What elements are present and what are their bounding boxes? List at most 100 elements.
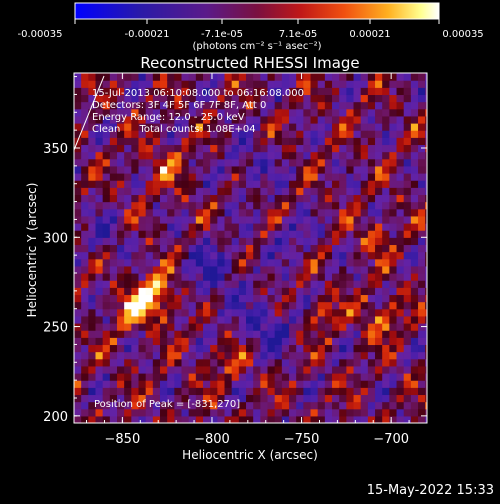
heatmap-cell [181, 215, 190, 224]
heatmap-cell [332, 237, 340, 246]
heatmap-cell [389, 158, 398, 167]
heatmap-cell [410, 344, 419, 353]
heatmap-cell [332, 244, 340, 253]
heatmap-cell [160, 80, 168, 88]
heatmap-cell [88, 373, 97, 381]
heatmap-cell [396, 101, 405, 110]
heatmap-cell [131, 208, 140, 217]
heatmap-cell [317, 358, 326, 367]
heatmap-cell [317, 301, 326, 310]
heatmap-cell [410, 158, 419, 167]
heatmap-cell [224, 137, 233, 146]
heatmap-cell [181, 323, 190, 331]
heatmap-cell [102, 215, 111, 224]
heatmap-cell [410, 215, 419, 224]
heatmap-cell [109, 137, 118, 146]
heatmap-cell [396, 87, 405, 96]
heatmap-cell [382, 230, 390, 238]
heatmap-cell [296, 101, 304, 110]
heatmap-cell [102, 315, 111, 324]
heatmap-cell [167, 187, 175, 196]
heatmap-cell [303, 380, 312, 388]
heatmap-cell [310, 337, 319, 346]
heatmap-cell [131, 315, 140, 324]
heatmap-cell [188, 394, 197, 403]
heatmap-cell [131, 87, 140, 96]
heatmap-cell [210, 151, 218, 160]
heatmap-cell [138, 137, 147, 146]
heatmap-cell [346, 337, 355, 346]
heatmap-cell [382, 115, 390, 124]
heatmap-cell [418, 330, 426, 338]
heatmap-cell [289, 73, 297, 81]
heatmap-cell [74, 308, 82, 317]
heatmap-cell [167, 358, 175, 367]
heatmap-cell [303, 80, 312, 88]
heatmap-cell [210, 223, 218, 231]
heatmap-cell [238, 408, 247, 417]
heatmap-cell [396, 187, 405, 196]
heatmap-cell [117, 337, 125, 346]
heatmap-cell [324, 294, 333, 303]
heatmap-cell [131, 180, 140, 188]
heatmap-cell [224, 101, 233, 110]
heatmap-cell [317, 194, 326, 203]
heatmap-cell [403, 201, 412, 210]
heatmap-cell [74, 358, 82, 367]
heatmap-cell [102, 301, 111, 310]
heatmap-cell [238, 151, 247, 160]
heatmap-cell [346, 344, 355, 353]
heatmap-cell [160, 373, 168, 381]
heatmap-cell [375, 408, 383, 417]
heatmap-cell [296, 158, 304, 167]
heatmap-cell [274, 80, 283, 88]
heatmap-cell [303, 130, 312, 138]
heatmap-cell [346, 294, 355, 303]
heatmap-cell [174, 380, 183, 388]
heatmap-cell [231, 330, 240, 338]
heatmap-cell [410, 115, 419, 124]
heatmap-cell [339, 258, 347, 267]
heatmap-cell [353, 187, 362, 196]
heatmap-cell [174, 187, 183, 196]
heatmap-cell [145, 180, 154, 188]
heatmap-cell [324, 108, 333, 117]
heatmap-cell [224, 351, 233, 360]
heatmap-cell [360, 294, 369, 303]
heatmap-cell [231, 415, 240, 423]
heatmap-cell [145, 201, 154, 210]
heatmap-cell [102, 173, 111, 181]
heatmap-cell [195, 223, 204, 231]
heatmap-cell [188, 101, 197, 110]
heatmap-cell [102, 358, 111, 367]
heatmap-cell [389, 273, 398, 281]
heatmap-cell [303, 151, 312, 160]
heatmap-cell [353, 351, 362, 360]
heatmap-cell [418, 251, 426, 260]
heatmap-cell [253, 294, 261, 303]
heatmap-cell [310, 394, 319, 403]
heatmap-cell [81, 165, 89, 174]
heatmap-cell [203, 351, 211, 360]
heatmap-cell [95, 365, 104, 374]
heatmap-cell [389, 101, 398, 110]
heatmap-cell [160, 230, 168, 238]
heatmap-cell [246, 265, 254, 274]
heatmap-cell [324, 230, 333, 238]
heatmap-cell [238, 194, 247, 203]
heatmap-cell [253, 101, 261, 110]
heatmap-cell [195, 180, 204, 188]
heatmap-cell [74, 337, 82, 346]
heatmap-cell [339, 158, 347, 167]
heatmap-cell [382, 251, 390, 260]
heatmap-cell [289, 330, 297, 338]
heatmap-cell [317, 137, 326, 146]
heatmap-cell [195, 251, 204, 260]
heatmap-cell [346, 380, 355, 388]
heatmap-cell [367, 237, 376, 246]
heatmap-cell [360, 365, 369, 374]
heatmap-cell [360, 401, 369, 410]
heatmap-cell [296, 123, 304, 131]
heatmap-cell [317, 251, 326, 260]
heatmap-cell [224, 230, 233, 238]
